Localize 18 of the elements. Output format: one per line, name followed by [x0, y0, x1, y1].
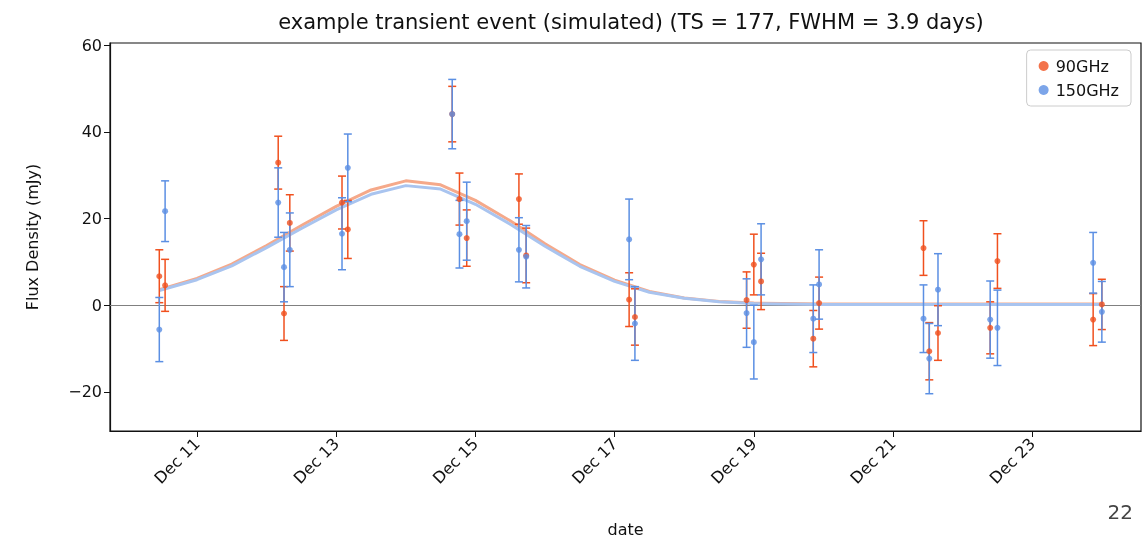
y-tick-label: 60 [81, 35, 102, 55]
y-tick-label: 0 [91, 295, 102, 315]
y-tick-label: −20 [68, 382, 102, 402]
x-tick-label: Dec 19 [707, 434, 761, 488]
text: 22 [1107, 500, 1133, 524]
legend-label: 150GHz [1055, 80, 1120, 100]
y-axis-title: Flux Density (mJy) [22, 163, 42, 311]
x-tick-label: Dec 17 [568, 434, 622, 488]
legend-label: 90GHz [1055, 56, 1109, 76]
x-tick-label: Dec 21 [846, 434, 900, 488]
x-tick-label: Dec 15 [428, 434, 483, 488]
x-axis-title: date [607, 519, 644, 539]
x-tick-label: Dec 13 [289, 434, 343, 488]
y-tick-label: 20 [81, 209, 102, 229]
chart-title: example transient event (simulated) (TS = 177, FWHM = 3.9 days) [278, 9, 984, 34]
x-tick-label: Dec 11 [150, 434, 204, 488]
y-tick-label: 40 [81, 122, 102, 142]
x-tick-label: Dec 23 [985, 434, 1039, 488]
